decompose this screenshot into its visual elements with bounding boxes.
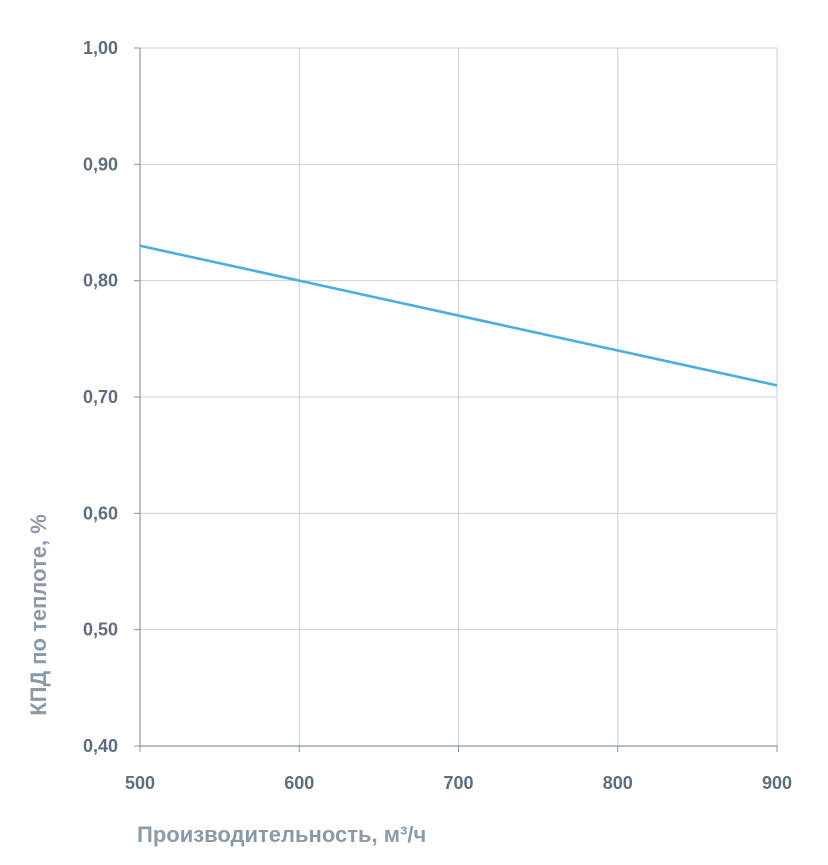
y-tick-label: 0,60 [83, 503, 118, 523]
x-axis-title: Производительность, м³/ч [137, 822, 426, 847]
y-tick-label: 0,40 [83, 736, 118, 756]
x-tick-label: 700 [443, 773, 473, 793]
y-tick-label: 0,80 [83, 271, 118, 291]
x-tick-label: 900 [762, 773, 792, 793]
y-tick-label: 0,50 [83, 620, 118, 640]
y-axis-title: КПД по теплоте, % [26, 514, 51, 716]
x-tick-label: 500 [125, 773, 155, 793]
y-tick-label: 0,70 [83, 387, 118, 407]
x-tick-label: 600 [284, 773, 314, 793]
grid-lines [140, 47, 778, 746]
x-tick-label: 800 [603, 773, 633, 793]
y-tick-labels: 0,40 0,50 0,60 0,70 0,80 0,90 1,00 [83, 38, 118, 756]
x-tick-labels: 500 600 700 800 900 [125, 773, 792, 793]
y-tick-label: 1,00 [83, 38, 118, 58]
series-layer [139, 244, 778, 387]
y-tick-label: 0,90 [83, 154, 118, 174]
axes [134, 47, 778, 752]
